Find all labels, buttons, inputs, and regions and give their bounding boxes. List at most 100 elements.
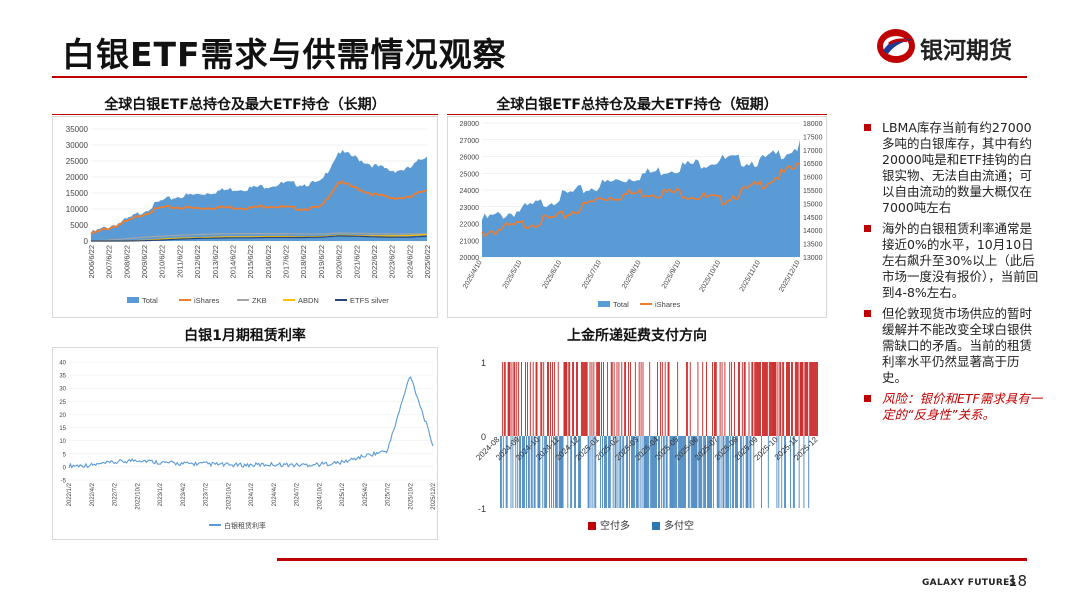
bar-long-pays-short bbox=[539, 436, 541, 508]
y2-tick-label: 15000 bbox=[803, 201, 823, 208]
bar-long-pays-short bbox=[608, 436, 610, 508]
bar-short-pays-long bbox=[769, 362, 771, 436]
bar-short-pays-long bbox=[801, 362, 803, 436]
bar-short-pays-long bbox=[714, 362, 716, 436]
chart-etf-long-svg: 35000 30000 25000 20000 15000 10000 5000 02006/… bbox=[66, 125, 432, 305]
bar-short-pays-long bbox=[741, 362, 743, 436]
bullet-square-icon bbox=[864, 124, 871, 131]
bar-long-pays-short bbox=[693, 436, 695, 508]
bar-long-pays-short bbox=[662, 436, 664, 508]
bar-short-pays-long bbox=[731, 362, 733, 436]
x-tick-label: 2022/10/2 bbox=[135, 482, 141, 509]
legend-swatch bbox=[598, 301, 610, 307]
panel-title-etf-short: 全球白银ETF总持仓及最大ETF持仓（短期） bbox=[496, 97, 778, 113]
bar-long-pays-short bbox=[588, 436, 590, 508]
x-tick-label: 2009/6/22 bbox=[140, 245, 149, 278]
bar-long-pays-short bbox=[776, 436, 778, 508]
bar-short-pays-long bbox=[777, 362, 779, 436]
brand-name: 银河期货 bbox=[920, 38, 1012, 64]
bar-short-pays-long bbox=[772, 362, 774, 436]
bar-long-pays-short bbox=[736, 436, 737, 508]
y-tick-label: 10 bbox=[59, 439, 66, 445]
bar-short-pays-long bbox=[589, 362, 591, 436]
bar-short-pays-long bbox=[748, 362, 750, 436]
bar-long-pays-short bbox=[623, 436, 625, 508]
x-tick-label: 2025/7/10 bbox=[581, 259, 603, 290]
bar-short-pays-long bbox=[598, 362, 600, 436]
bar-long-pays-short bbox=[553, 436, 554, 508]
bar-long-pays-short bbox=[629, 436, 630, 508]
bar-short-pays-long bbox=[597, 362, 599, 436]
bar-short-pays-long bbox=[689, 362, 691, 436]
bar-short-pays-long bbox=[661, 362, 663, 436]
bar-short-pays-long bbox=[606, 362, 608, 436]
y-tick-label: 0 bbox=[481, 432, 486, 442]
y2-tick-label: 13000 bbox=[803, 255, 823, 262]
bar-short-pays-long bbox=[503, 362, 505, 436]
panel-divider bbox=[52, 114, 438, 115]
bar-long-pays-short bbox=[761, 436, 762, 508]
x-tick-label: 2025/8/10 bbox=[621, 259, 643, 290]
bar-short-pays-long bbox=[508, 362, 510, 436]
x-tick-label: 2016/6/22 bbox=[264, 245, 273, 278]
x-tick-label: 2013/6/22 bbox=[211, 245, 220, 278]
x-tick-label: 2019/6/22 bbox=[317, 245, 326, 278]
bullet-square-icon bbox=[864, 395, 871, 402]
bar-long-pays-short bbox=[723, 436, 725, 508]
bar-short-pays-long bbox=[802, 362, 804, 436]
bar-long-pays-short bbox=[675, 436, 677, 508]
bar-short-pays-long bbox=[624, 362, 626, 436]
legend-swatch bbox=[588, 522, 596, 530]
chart-etf-long: 35000 30000 25000 20000 15000 10000 5000 0 2006/… bbox=[52, 116, 438, 318]
panel-title-lease-rate: 白银1月期租赁利率 bbox=[184, 328, 306, 344]
y-tick-label: 1 bbox=[481, 358, 486, 368]
bar-short-pays-long bbox=[782, 362, 784, 436]
bar-long-pays-short bbox=[698, 436, 700, 508]
bar-short-pays-long bbox=[511, 362, 513, 436]
page-title: 白银ETF需求与供需情况观察 bbox=[62, 35, 507, 74]
bar-short-pays-long bbox=[630, 362, 631, 436]
bar-short-pays-long bbox=[596, 362, 598, 436]
y-tick-label: 24000 bbox=[460, 188, 480, 195]
bar-long-pays-short bbox=[528, 436, 530, 508]
bar-short-pays-long bbox=[667, 362, 669, 436]
x-tick-label: 2023/10/2 bbox=[226, 482, 232, 509]
bar-short-pays-long bbox=[535, 362, 537, 436]
bar-long-pays-short bbox=[798, 436, 800, 508]
bar-short-pays-long bbox=[734, 362, 735, 436]
bar-short-pays-long bbox=[755, 362, 757, 436]
bar-long-pays-short bbox=[784, 436, 786, 508]
bar-long-pays-short bbox=[556, 436, 558, 508]
bar-long-pays-short bbox=[542, 436, 544, 508]
bar-short-pays-long bbox=[751, 362, 753, 436]
bar-long-pays-short bbox=[500, 436, 502, 508]
x-tick-label: 2020/6/22 bbox=[335, 245, 344, 278]
y-tick-label: 35000 bbox=[66, 125, 89, 134]
bar-short-pays-long bbox=[569, 362, 571, 436]
legend-label: 多付空 bbox=[664, 519, 694, 532]
bar-short-pays-long bbox=[810, 362, 812, 436]
bar-long-pays-short bbox=[534, 436, 536, 508]
bar-short-pays-long bbox=[521, 362, 522, 436]
bar-short-pays-long bbox=[518, 362, 520, 436]
chart-etf-short-svg: 28000 27000 26000 25000 24000 23000 22000 21000… bbox=[460, 121, 823, 309]
chart-sge-direction: 1 0 -1 2024-08 2024-09 2024-10 2024-11 2024-12 2… bbox=[447, 347, 827, 540]
bar-short-pays-long bbox=[715, 362, 717, 436]
series-etfs-silver-line bbox=[91, 235, 428, 242]
x-tick-label: 2025/12/2 bbox=[431, 482, 437, 509]
bar-short-pays-long bbox=[780, 362, 782, 436]
y-tick-label: 20 bbox=[59, 413, 66, 419]
bar-short-pays-long bbox=[610, 362, 612, 436]
bar-short-pays-long bbox=[553, 362, 555, 436]
bar-short-pays-long bbox=[550, 362, 551, 436]
bar-long-pays-short bbox=[571, 436, 573, 508]
panel-title-etf-long: 全球白银ETF总持仓及最大ETF持仓（长期） bbox=[104, 97, 386, 113]
bar-short-pays-long bbox=[712, 362, 713, 436]
bar-short-pays-long bbox=[573, 362, 575, 436]
bar-short-pays-long bbox=[584, 362, 586, 436]
bar-long-pays-short bbox=[607, 436, 609, 508]
bar-long-pays-short bbox=[579, 436, 581, 508]
bar-long-pays-short bbox=[722, 436, 724, 508]
bar-short-pays-long bbox=[580, 362, 582, 436]
bar-long-pays-short bbox=[510, 436, 512, 508]
